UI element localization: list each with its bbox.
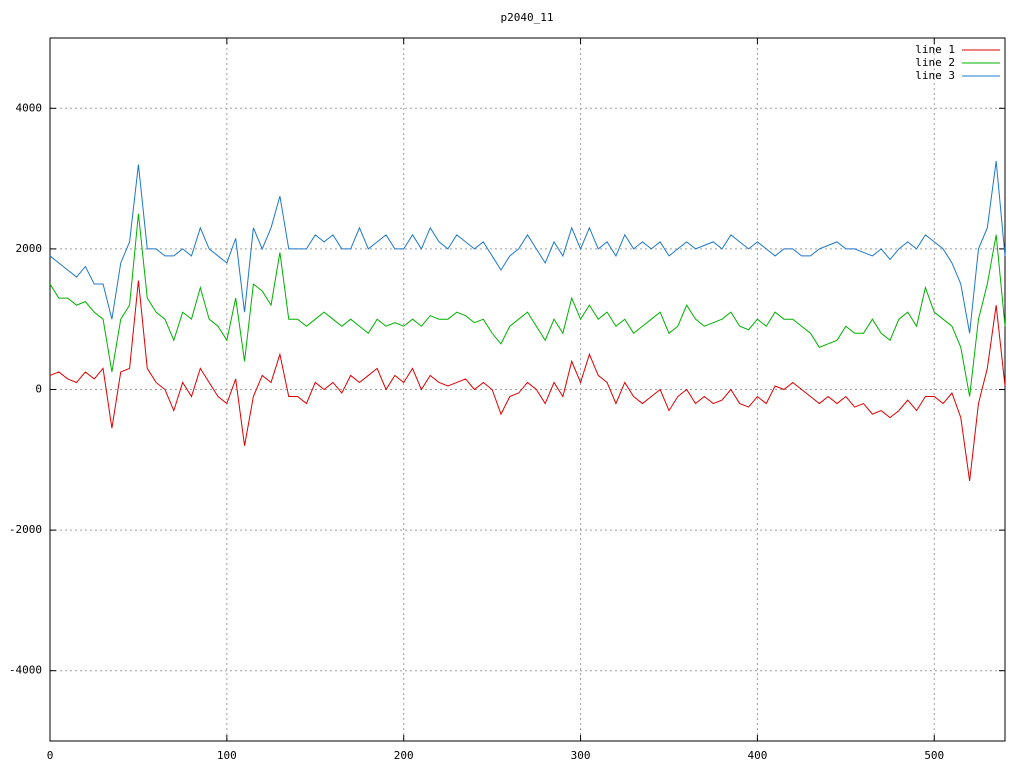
series-line [49, 160, 1006, 334]
y-tick-label: 2000 [16, 242, 43, 255]
series-line [49, 280, 1006, 481]
y-tick-label: 4000 [16, 101, 43, 114]
x-tick-label: 100 [217, 749, 237, 762]
series-line [49, 213, 1006, 397]
x-tick-label: 400 [747, 749, 767, 762]
legend-label: line 2 [915, 56, 955, 69]
x-tick-label: 500 [924, 749, 944, 762]
y-tick-label: -2000 [9, 523, 42, 536]
plot-frame [49, 37, 1006, 742]
legend-label: line 3 [915, 69, 955, 82]
legend-label: line 1 [915, 43, 955, 56]
x-tick-label: 0 [47, 749, 54, 762]
chart-title: p2040_11 [501, 11, 554, 24]
x-tick-label: 300 [571, 749, 591, 762]
y-tick-label: 0 [35, 383, 42, 396]
y-tick-label: -4000 [9, 664, 42, 677]
x-tick-label: 200 [394, 749, 414, 762]
